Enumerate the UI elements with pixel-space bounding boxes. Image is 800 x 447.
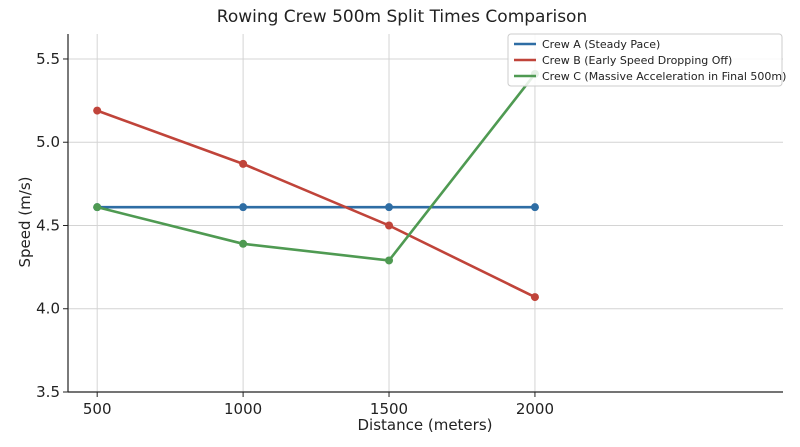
data-point bbox=[239, 203, 248, 212]
y-tick-label: 3.5 bbox=[36, 383, 60, 401]
x-tick-label: 1000 bbox=[224, 400, 262, 418]
y-axis-label: Speed (m/s) bbox=[16, 177, 34, 268]
x-axis-label: Distance (meters) bbox=[358, 416, 493, 434]
x-axis-ticks: 500 1000 1500 2000 bbox=[83, 392, 554, 418]
data-point bbox=[239, 159, 248, 168]
data-point bbox=[385, 221, 394, 230]
legend-label: Crew B (Early Speed Dropping Off) bbox=[542, 54, 732, 67]
legend-box bbox=[507, 33, 783, 87]
data-point bbox=[530, 293, 539, 302]
x-tick-label: 1500 bbox=[370, 400, 408, 418]
data-point bbox=[239, 239, 248, 248]
data-point bbox=[385, 256, 394, 265]
data-point bbox=[93, 203, 102, 212]
data-point bbox=[385, 203, 394, 212]
legend-label: Crew C (Massive Acceleration in Final 50… bbox=[542, 70, 786, 83]
y-tick-label: 4.5 bbox=[36, 216, 60, 234]
series-line-2 bbox=[96, 73, 536, 262]
axes-spines bbox=[67, 34, 783, 393]
data-point bbox=[93, 106, 102, 115]
y-axis-ticks: 3.5 4.0 4.5 5.0 5.5 bbox=[36, 50, 68, 401]
chart-title: Rowing Crew 500m Split Times Comparison bbox=[217, 7, 587, 27]
series-group bbox=[93, 69, 539, 302]
legend-label: Crew A (Steady Pace) bbox=[542, 38, 660, 51]
data-point bbox=[530, 203, 539, 212]
legend: Crew A (Steady Pace) Crew B (Early Speed … bbox=[507, 33, 786, 87]
x-tick-label: 500 bbox=[83, 400, 112, 418]
y-tick-label: 5.0 bbox=[36, 133, 60, 151]
x-tick-label: 2000 bbox=[516, 400, 554, 418]
y-tick-label: 5.5 bbox=[36, 50, 60, 68]
series-line-1 bbox=[96, 109, 536, 299]
y-tick-label: 4.0 bbox=[36, 300, 60, 318]
